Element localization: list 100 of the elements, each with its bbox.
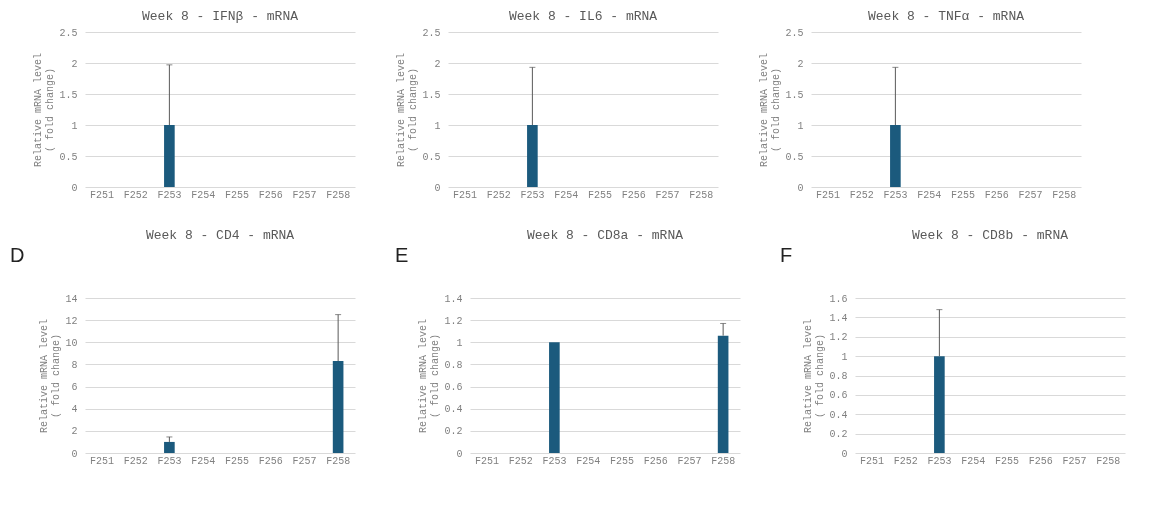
y-tick-label: 0 (71, 448, 78, 460)
x-tick-label: F255 (224, 189, 249, 201)
x-tick-label: F255 (587, 189, 612, 201)
chart-title: Week 8 - CD8b - mRNA (911, 228, 1069, 243)
y-tick-label: 0.6 (829, 390, 848, 402)
y-tick-label: 2 (71, 58, 78, 70)
x-tick-label: F256 (621, 189, 646, 201)
x-tick-label: F253 (157, 455, 182, 467)
x-tick-label: F258 (711, 455, 736, 467)
y-tick-label: 2.5 (59, 27, 78, 39)
y-tick-label: 6 (71, 382, 78, 394)
x-tick-label: F252 (123, 455, 148, 467)
y-tick-label: 0.6 (444, 382, 463, 394)
y-tick-label: 2 (434, 58, 441, 70)
y-tick-label: 2 (797, 58, 804, 70)
y-tick-label: 1 (71, 120, 78, 132)
y-axis-title: Relative mRNA level ( fold change) (759, 52, 783, 168)
x-tick-label: F254 (554, 189, 579, 201)
y-tick-label: 0.8 (444, 359, 463, 371)
y-axis-title: Relative mRNA level ( fold change) (418, 318, 442, 434)
x-tick-label: F257 (1018, 189, 1043, 201)
x-tick-label: F257 (292, 455, 317, 467)
x-tick-label: F253 (520, 189, 545, 201)
x-tick-label: F251 (89, 455, 114, 467)
y-axis-title: Relative mRNA level ( fold change) (33, 52, 57, 168)
x-tick-label: F256 (258, 189, 283, 201)
chart-title: Week 8 - CD4 - mRNA (145, 228, 295, 243)
y-tick-label: 1.5 (422, 89, 441, 101)
x-tick-label: F252 (893, 455, 918, 467)
y-tick-label: 0 (456, 448, 463, 460)
y-axis-title: Relative mRNA level ( fold change) (803, 318, 827, 434)
y-tick-label: 1.4 (829, 312, 848, 324)
y-tick-label: 4 (71, 404, 78, 416)
y-tick-label: 0 (797, 182, 804, 194)
x-tick-label: F251 (452, 189, 477, 201)
y-tick-label: 0.2 (829, 429, 848, 441)
x-tick-label: F255 (609, 455, 634, 467)
x-tick-label: F251 (815, 189, 840, 201)
x-tick-label: F251 (474, 455, 499, 467)
y-tick-label: 0.2 (444, 426, 463, 438)
y-tick-label: 14 (65, 293, 78, 305)
y-tick-label: 0.5 (422, 151, 441, 163)
y-tick-label: 0 (434, 182, 441, 194)
y-axis-title: Relative mRNA level ( fold change) (39, 318, 63, 434)
x-tick-label: F257 (1062, 455, 1087, 467)
x-tick-label: F256 (1028, 455, 1053, 467)
y-tick-label: 1 (841, 351, 848, 363)
x-tick-label: F256 (258, 455, 283, 467)
x-tick-label: F255 (950, 189, 975, 201)
x-tick-label: F254 (961, 455, 986, 467)
x-tick-label: F255 (994, 455, 1019, 467)
x-tick-label: F255 (224, 455, 249, 467)
x-tick-label: F252 (486, 189, 511, 201)
y-tick-label: 1.6 (829, 293, 848, 305)
x-tick-label: F251 (89, 189, 114, 201)
x-tick-label: F257 (655, 189, 680, 201)
chart-title: Week 8 - CD8a - mRNA (526, 228, 684, 243)
x-tick-label: F254 (917, 189, 942, 201)
x-tick-label: F258 (1096, 455, 1121, 467)
y-tick-label: 2.5 (422, 27, 441, 39)
y-tick-label: 0.5 (785, 151, 804, 163)
y-tick-label: 1 (797, 120, 804, 132)
x-tick-label: F252 (849, 189, 874, 201)
chart-title: Week 8 - IFNβ - mRNA (141, 9, 299, 24)
y-tick-label: 10 (65, 337, 78, 349)
y-tick-label: 0 (841, 448, 848, 460)
y-tick-label: 1.5 (59, 89, 78, 101)
y-tick-label: 1.2 (444, 315, 463, 327)
y-tick-label: 8 (71, 359, 78, 371)
y-tick-label: 1 (456, 337, 463, 349)
y-tick-label: 1 (434, 120, 441, 132)
x-tick-label: F254 (191, 189, 216, 201)
y-tick-label: 0 (71, 182, 78, 194)
x-tick-label: F253 (542, 455, 567, 467)
y-axis-title: Relative mRNA level ( fold change) (396, 52, 420, 168)
chart-title: Week 8 - IL6 - mRNA (508, 9, 658, 24)
y-tick-label: 2.5 (785, 27, 804, 39)
x-tick-label: F253 (157, 189, 182, 201)
x-tick-label: F258 (326, 455, 351, 467)
x-tick-label: F257 (292, 189, 317, 201)
x-tick-label: F257 (677, 455, 702, 467)
x-tick-label: F256 (643, 455, 668, 467)
chart-title: Week 8 - TNFα - mRNA (867, 9, 1025, 24)
text: D (10, 244, 25, 266)
y-tick-label: 0.5 (59, 151, 78, 163)
x-tick-label: F258 (326, 189, 351, 201)
x-tick-label: F252 (123, 189, 148, 201)
text: F (780, 244, 793, 266)
x-tick-label: F253 (883, 189, 908, 201)
x-tick-label: F256 (984, 189, 1009, 201)
y-tick-label: 1.4 (444, 293, 463, 305)
text: E (395, 244, 409, 266)
y-tick-label: 12 (65, 315, 78, 327)
y-tick-label: 0.8 (829, 371, 848, 382)
x-tick-label: F258 (689, 189, 714, 201)
x-tick-label: F258 (1052, 189, 1077, 201)
y-tick-label: 0.4 (444, 404, 463, 416)
y-tick-label: 1.2 (829, 332, 848, 344)
x-tick-label: F254 (576, 455, 601, 467)
y-tick-label: 2 (71, 426, 78, 438)
